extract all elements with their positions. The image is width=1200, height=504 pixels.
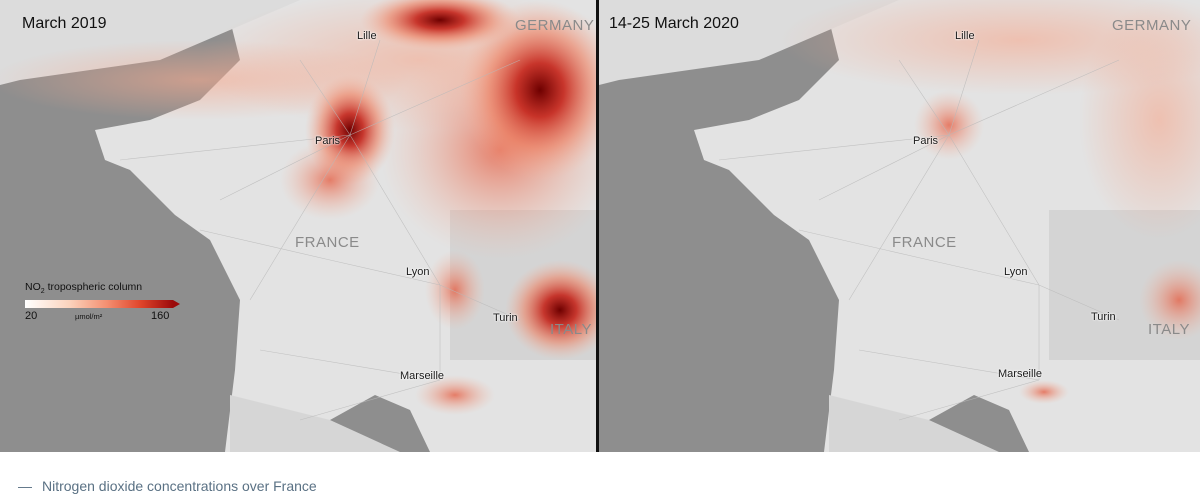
legend-min-value: 20 xyxy=(25,310,38,323)
road-network xyxy=(718,39,1120,421)
no2-map-2019 xyxy=(0,0,596,452)
country-label-germany: GERMANY xyxy=(515,17,595,34)
spain-land xyxy=(230,395,400,452)
country-label-france: FRANCE xyxy=(295,234,360,251)
city-label-paris: Paris xyxy=(913,135,939,147)
map-panel-march-2020: 14-25 March 2020 Lille Paris Lyon Turin … xyxy=(599,0,1200,452)
panel-title: March 2019 xyxy=(22,15,107,32)
country-label-france: FRANCE xyxy=(892,234,957,251)
road-network xyxy=(119,39,521,421)
city-label-lyon: Lyon xyxy=(1004,266,1028,278)
no2-map-2020 xyxy=(599,0,1200,452)
city-label-lyon: Lyon xyxy=(406,266,430,278)
spain-land xyxy=(829,395,999,452)
city-label-marseille: Marseille xyxy=(998,368,1043,380)
country-label-germany: GERMANY xyxy=(1112,17,1192,34)
figure-caption: — Nitrogen dioxide concentrations over Fr… xyxy=(18,478,317,494)
city-label-paris: Paris xyxy=(315,135,341,147)
city-label-turin: Turin xyxy=(493,312,518,324)
legend-title: NO2 tropospheric column xyxy=(25,281,143,296)
city-label-turin: Turin xyxy=(1091,311,1116,323)
map-panel-march-2019: March 2019 Lille Paris Lyon Turin Marsei… xyxy=(0,0,596,452)
legend-max-value: 160 xyxy=(151,310,170,323)
color-legend: NO2 tropospheric column 20 µmol/m² 160 xyxy=(25,281,185,324)
city-label-lille: Lille xyxy=(357,30,377,42)
city-label-lille: Lille xyxy=(955,30,975,42)
panel-title: 14-25 March 2020 xyxy=(609,15,739,32)
caption-dash: — xyxy=(18,478,32,494)
legend-color-ramp xyxy=(25,300,180,309)
country-label-italy: ITALY xyxy=(1148,321,1190,338)
caption-text: Nitrogen dioxide concentrations over Fra… xyxy=(42,478,317,494)
city-label-marseille: Marseille xyxy=(400,370,445,382)
panel-divider xyxy=(596,0,599,452)
legend-unit: µmol/m² xyxy=(75,312,103,322)
country-label-italy: ITALY xyxy=(550,321,592,338)
